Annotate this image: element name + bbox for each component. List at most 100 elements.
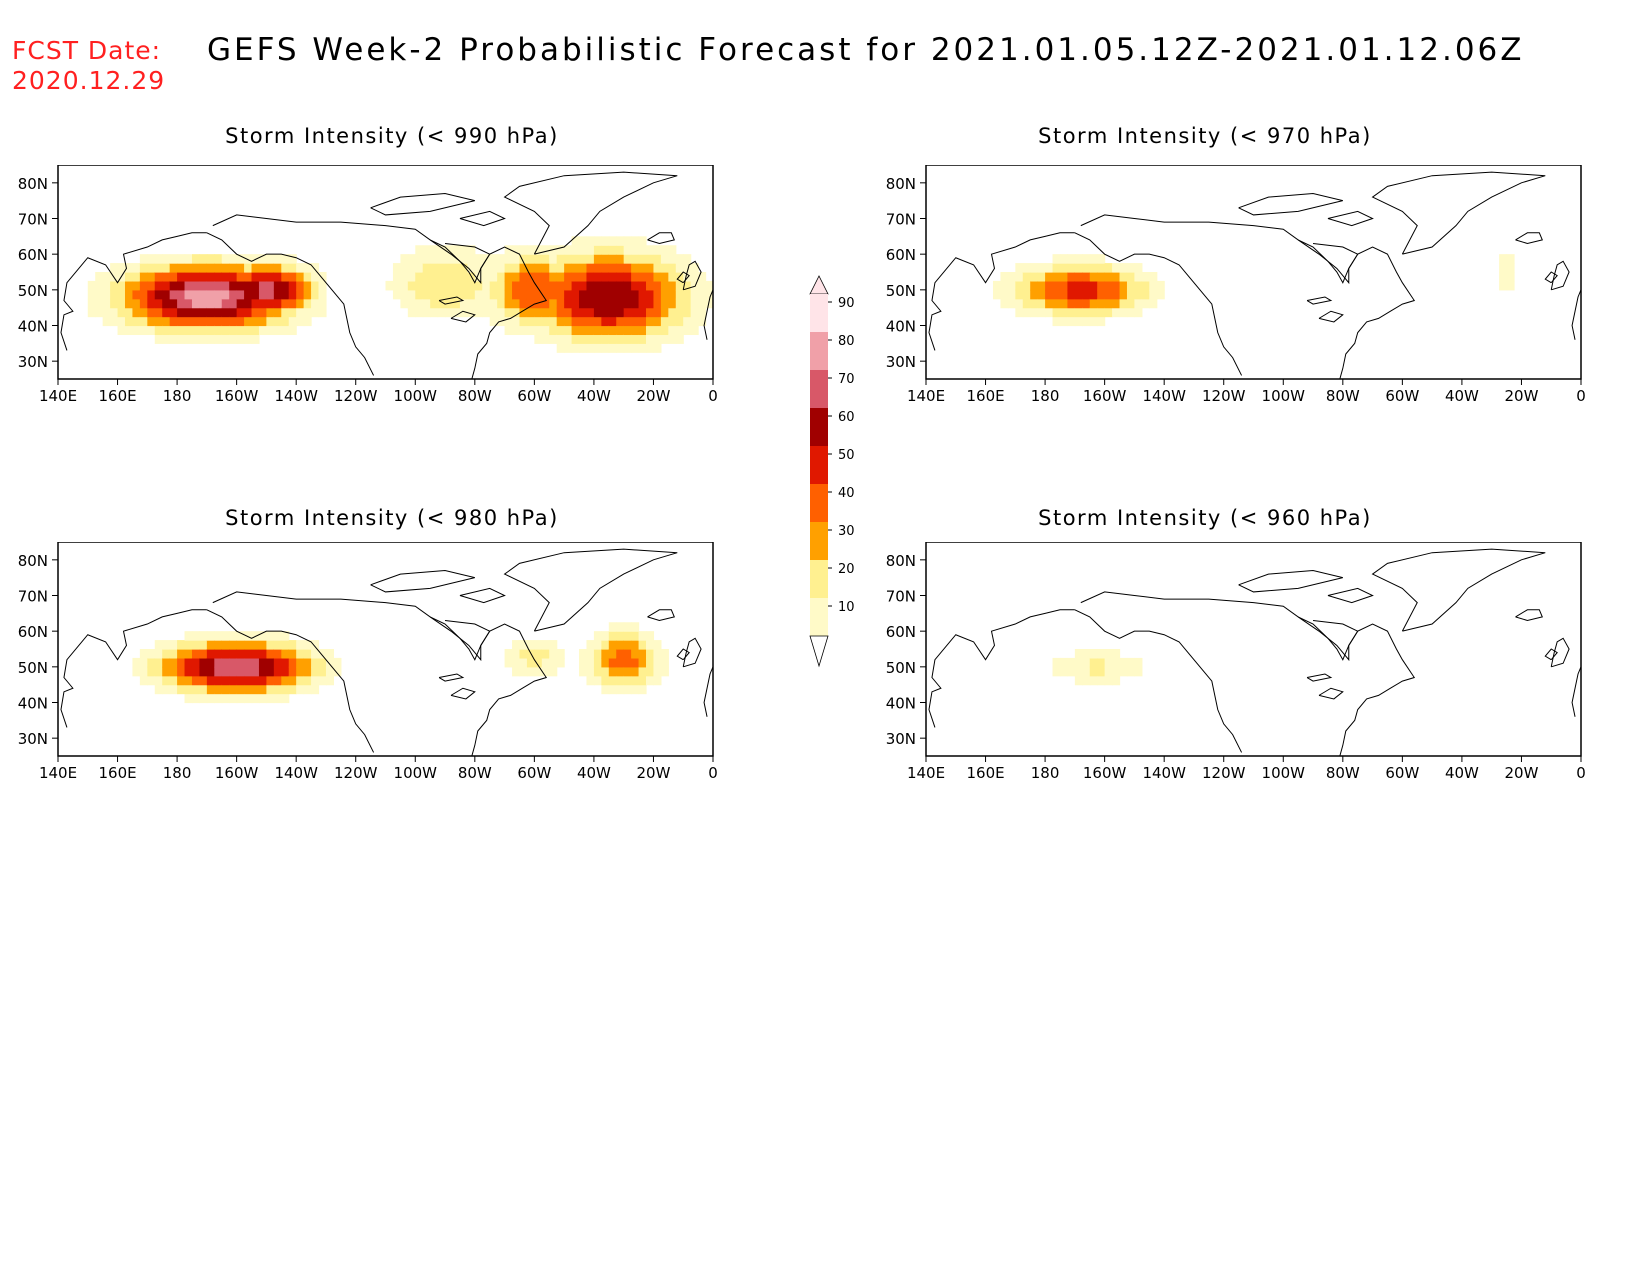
field-cell (1059, 307, 1069, 318)
field-cell (608, 343, 617, 353)
field-cell (646, 307, 655, 318)
field-cell (236, 298, 245, 309)
field-cell (281, 254, 290, 264)
field-cell (631, 649, 640, 659)
lon-tick-label: 160E (98, 764, 136, 782)
field-cell (214, 307, 223, 318)
colorbar-label: 70 (838, 372, 855, 387)
colorbar-label: 60 (838, 410, 855, 425)
field-cell (296, 272, 305, 282)
field-cell (169, 649, 178, 659)
field-cell (608, 622, 617, 632)
field-cell (199, 666, 208, 677)
field-cell (623, 298, 632, 309)
field-cell (646, 254, 655, 264)
field-cell (281, 675, 290, 686)
field-cell (318, 307, 327, 318)
field-cell (549, 298, 558, 309)
field-cell (206, 675, 215, 686)
field-cell (1000, 289, 1009, 300)
field-cell (147, 657, 156, 668)
field-cell (318, 657, 327, 668)
field-cell (102, 280, 111, 291)
field-cell (1141, 272, 1150, 282)
field-cell (586, 343, 595, 353)
field-cell (631, 343, 640, 353)
lon-tick-label: 120W (334, 387, 378, 405)
field-cell (422, 289, 431, 300)
field-cell (660, 245, 669, 255)
field-cell (445, 272, 454, 282)
coastline (1297, 239, 1359, 285)
field-cell (422, 307, 431, 318)
field-cell (139, 316, 148, 327)
field-cell (184, 316, 193, 327)
field-cell (1097, 316, 1106, 327)
field-cell (288, 289, 297, 300)
field-cell (1112, 272, 1121, 282)
coastline (206, 232, 375, 376)
field-cell (638, 649, 647, 659)
coastline (1318, 310, 1344, 323)
field-cell (1015, 307, 1024, 318)
field-cell (1074, 254, 1083, 264)
field-cell (593, 675, 602, 686)
coastline (1544, 271, 1558, 284)
lon-tick-label: 100W (394, 387, 438, 405)
field-cell (683, 263, 692, 273)
field-cell (244, 334, 253, 344)
field-cell (214, 280, 223, 291)
lon-tick-label: 80W (1326, 764, 1360, 782)
field-cell (646, 272, 655, 282)
field-cell (162, 307, 171, 318)
field-cell (482, 298, 491, 309)
field-cell (653, 316, 662, 327)
field-cell (147, 649, 156, 659)
field-cell (1097, 289, 1106, 300)
field-cell (556, 280, 565, 291)
field-cell (504, 263, 513, 273)
field-cell (303, 657, 312, 668)
field-cell (266, 254, 275, 264)
field-cell (154, 325, 163, 336)
field-cell (698, 280, 707, 291)
field-cell (519, 263, 528, 273)
field-cell (638, 343, 647, 353)
field-cell (191, 272, 201, 282)
field-cell (154, 307, 163, 318)
lon-tick-label: 80W (458, 387, 492, 405)
field-cell (177, 263, 186, 273)
field-cell (1059, 316, 1069, 327)
field-cell (214, 325, 223, 336)
field-cell (608, 280, 617, 291)
field-cell (184, 272, 193, 282)
field-cell (534, 316, 543, 327)
field-cell (124, 280, 134, 291)
field-cell (154, 649, 163, 659)
field-cell (638, 684, 647, 695)
field-cell (631, 657, 640, 668)
field-cell (623, 657, 632, 668)
field-cell (638, 272, 647, 282)
field-cell (1007, 289, 1016, 300)
field-cell (504, 316, 513, 327)
field-cell (154, 316, 163, 327)
field-cell (1149, 280, 1158, 291)
lon-tick-label: 40W (1445, 387, 1479, 405)
field-cell (1007, 272, 1016, 282)
coastline (1080, 214, 1416, 379)
field-cell (236, 649, 245, 659)
field-cell (459, 298, 468, 309)
field-cell (1112, 666, 1121, 677)
field-cell (1067, 657, 1076, 668)
field-cell (229, 307, 238, 318)
field-cell (1074, 289, 1083, 300)
field-cell (273, 675, 282, 686)
field-cell (1134, 298, 1143, 309)
coastline (676, 271, 690, 284)
field-cell (1097, 280, 1106, 291)
field-cell (638, 236, 647, 246)
field-cell (1126, 298, 1136, 309)
coastline (1074, 609, 1243, 753)
field-cell (631, 316, 640, 327)
